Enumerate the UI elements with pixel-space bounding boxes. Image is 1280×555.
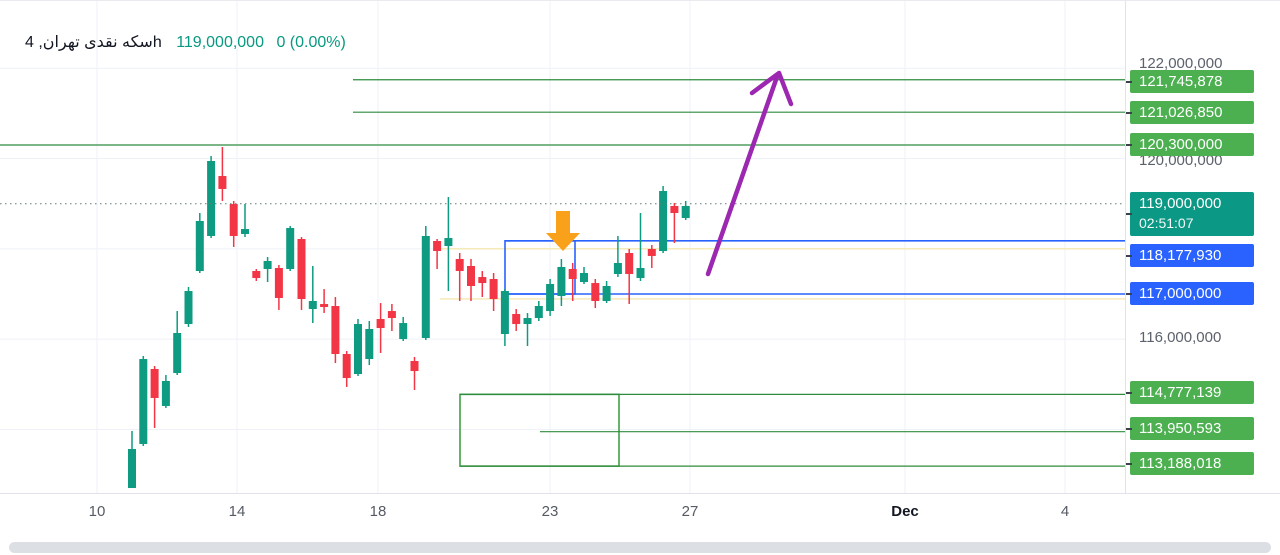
candle-body [681,205,690,219]
price-axis-tick [1126,293,1132,295]
level-price-label: 120,300,000 [1130,133,1254,156]
candle-body [218,176,227,189]
time-axis-label: 18 [369,503,387,520]
price-axis-tick [1126,112,1132,114]
price-axis-tick [1126,213,1132,215]
time-axis-label: 10 [88,503,106,520]
price-axis[interactable]: 122,000,000 121,745,878 121,026,850 120,300… [1125,1,1280,493]
level-price-label: 118,177,930 [1130,244,1254,267]
candle-body [184,291,193,325]
candle-body [376,319,385,328]
axis-price-tick-label: 116,000,000 [1139,329,1222,346]
candle-body [568,268,577,280]
time-axis-label: 4 [1060,503,1070,520]
symbol-title[interactable]: سکه نقدی تهران, 4h [25,34,162,51]
candle-body [263,260,272,269]
level-price-label: 121,026,850 [1130,101,1254,124]
bar-close-countdown: 02:51:07 [1139,215,1194,231]
candle-body [173,333,182,374]
trend-arrow-shaft[interactable] [705,71,781,277]
candle-body [489,279,498,300]
down-arrow-marker-icon[interactable] [546,211,580,251]
level-price-label: 117,000,000 [1130,282,1254,305]
candle-body [670,205,679,213]
candle-body [613,262,622,274]
candle-body [342,354,351,379]
bottom-panel-handle[interactable] [9,542,1271,553]
candle-body [139,359,148,444]
candle-body [625,253,634,274]
candle-body [241,229,249,234]
candle-body [557,266,566,296]
candle-body [636,267,645,279]
current-price-label: 119,000,000 02:51:07 [1130,192,1254,236]
time-axis-label: Dec [891,503,919,520]
symbol-change: 0 (0.00%) [276,34,346,51]
candle-body [150,368,159,398]
candle-body [647,248,656,256]
candle-body [331,306,340,355]
candle-body [161,381,170,406]
level-price-label: 114,777,139 [1130,381,1254,404]
candle-body [274,267,283,299]
candle-body [308,300,317,309]
candle-body [320,304,329,308]
candle-body [207,160,216,236]
candlestick-chart-pane[interactable] [0,1,1125,493]
candle-body [410,361,419,372]
candle-body [534,306,543,319]
time-axis-label: 23 [541,503,559,520]
price-axis-tick [1126,392,1132,394]
candle-body [286,227,295,269]
candle-body [297,239,306,300]
candle-body [421,235,430,339]
axis-price-tick-label: 122,000,000 [1139,55,1223,72]
symbol-legend: سکه نقدی تهران, 4h 119,000,000 0 (0.00%) [25,32,346,52]
candle-body [580,273,588,283]
candle-body [467,266,475,287]
green-range-box-drawing[interactable] [459,393,620,467]
axis-price-tick-label: 120,000,000 [1139,152,1223,169]
candle-body [500,291,509,335]
time-axis[interactable]: 10 14 18 23 27 Dec 4 [0,493,1280,531]
price-axis-tick [1126,144,1132,146]
candle-body [455,259,464,272]
time-axis-label: 27 [681,503,699,520]
candle-body [399,323,408,340]
candle-body [128,449,136,489]
candle-body [478,277,487,284]
price-axis-tick [1126,428,1132,430]
candle-body [229,204,238,236]
candle-body [354,324,362,375]
price-axis-tick [1126,81,1132,83]
candle-body [195,220,204,272]
candle-body [591,283,600,301]
candle-body [433,240,442,252]
candle-body [546,284,555,312]
candle-body [387,311,396,319]
candle-body [252,271,261,279]
price-axis-tick [1126,463,1132,465]
level-price-label: 121,745,878 [1130,70,1254,93]
level-price-label: 113,188,018 [1130,452,1254,475]
candle-body [444,238,453,247]
candle-body [523,318,532,325]
trend-arrow-head-icon [749,70,794,107]
candle-body [365,328,374,360]
time-axis-label: 14 [228,503,246,520]
candle-body [512,313,521,325]
price-axis-tick [1126,255,1132,257]
candle-body [602,286,611,301]
candle-body [659,191,668,252]
symbol-last-price: 119,000,000 [176,34,264,51]
level-price-label: 113,950,593 [1130,417,1254,440]
